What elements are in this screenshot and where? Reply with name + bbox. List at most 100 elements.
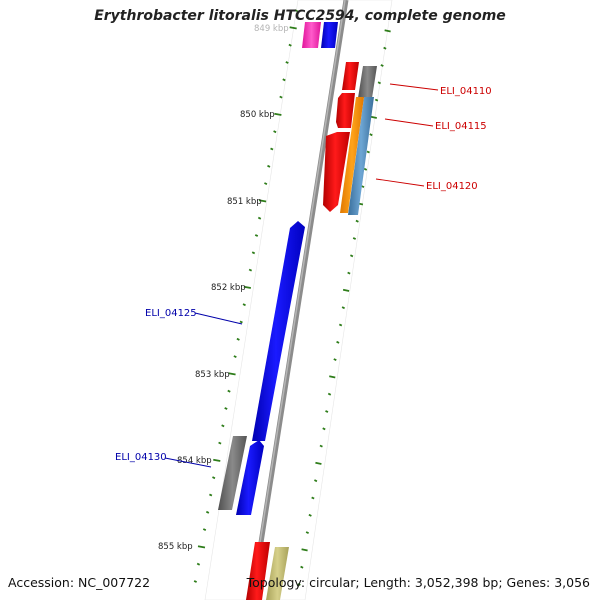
major-tick-right	[370, 115, 377, 119]
minor-tick-left	[257, 216, 262, 220]
tick-label-849: 849 kbp	[254, 24, 289, 34]
minor-tick-left	[248, 268, 253, 272]
gene-eli-04125-blue	[252, 221, 305, 441]
minor-tick-right	[352, 237, 357, 240]
leader-eli-04120	[375, 178, 425, 187]
accession-text: Accession: NC_007722	[8, 575, 151, 590]
steelblue-feature	[348, 97, 374, 215]
minor-tick-right	[341, 306, 345, 310]
gray-feature-04130	[218, 436, 247, 510]
orange-feature	[340, 97, 364, 213]
tick-label-853: 853 kbp	[195, 370, 230, 380]
minor-tick-left	[282, 78, 286, 82]
leader-eli-04125	[194, 312, 243, 325]
minor-tick-left	[279, 95, 283, 99]
minor-tick-left	[227, 389, 231, 393]
tick-label-855: 855 kbp	[158, 542, 193, 552]
minor-tick-left	[205, 510, 210, 514]
major-tick-left	[258, 199, 267, 203]
minor-tick-right	[350, 254, 354, 258]
minor-tick-left	[202, 528, 207, 532]
major-tick-right	[342, 288, 350, 292]
minor-tick-right	[333, 358, 337, 362]
tick-label-854: 854 kbp	[177, 456, 212, 466]
minor-tick-right	[380, 64, 384, 67]
major-tick-left	[228, 372, 236, 376]
major-tick-left	[289, 26, 297, 30]
minor-tick-right	[322, 427, 326, 431]
minor-tick-left	[251, 251, 256, 255]
minor-tick-left	[218, 441, 222, 445]
minor-tick-right	[314, 479, 318, 483]
minor-tick-right	[319, 444, 323, 448]
minor-tick-left	[233, 355, 237, 359]
pink-feature	[302, 22, 321, 48]
minor-tick-left	[254, 234, 259, 237]
major-tick-left	[243, 285, 251, 289]
tick-label-850: 850 kbp	[240, 110, 275, 120]
minor-tick-left	[288, 43, 292, 47]
minor-tick-left	[193, 580, 198, 583]
minor-tick-right	[325, 410, 329, 413]
tick-label-851: 851 kbp	[227, 197, 262, 207]
minor-tick-right	[363, 167, 368, 171]
minor-tick-left	[242, 303, 246, 307]
gene-eli-04130-blue	[236, 440, 264, 515]
major-tick-left	[197, 545, 206, 549]
gene-eli-04120-red	[323, 132, 350, 212]
genome-title: Erythrobacter litoralis HTCC2594, comple…	[94, 8, 506, 24]
khaki-feature	[266, 547, 289, 600]
gene-label-eli-04110: ELI_04110	[440, 86, 492, 97]
minor-tick-right	[305, 531, 309, 535]
minor-tick-left	[294, 9, 298, 13]
minor-tick-left	[273, 130, 277, 134]
major-tick-right	[329, 375, 336, 379]
minor-tick-right	[327, 392, 332, 396]
minor-tick-right	[355, 219, 359, 223]
minor-tick-left	[196, 562, 201, 566]
minor-tick-left	[224, 407, 228, 410]
minor-tick-right	[388, 12, 393, 16]
major-tick-right	[301, 548, 308, 552]
minor-tick-left	[270, 147, 274, 151]
minor-tick-right	[377, 81, 381, 85]
gene-label-eli-04125: ELI_04125	[145, 308, 197, 319]
minor-tick-right	[347, 271, 351, 275]
leader-eli-04110	[389, 83, 439, 91]
gene-eli-04110-red	[342, 62, 359, 90]
genome-summary-text: Topology: circular; Length: 3,052,398 bp…	[246, 575, 590, 590]
genome-backbone	[249, 0, 349, 600]
minor-tick-left	[267, 164, 271, 168]
minor-tick-left	[285, 61, 289, 64]
minor-tick-left	[239, 320, 243, 324]
minor-tick-left	[209, 493, 213, 497]
leader-eli-04115	[384, 118, 434, 127]
major-tick-right	[384, 29, 391, 33]
minor-tick-right	[308, 513, 312, 517]
minor-tick-right	[374, 98, 379, 102]
blue-feature-top	[321, 22, 338, 48]
minor-tick-right	[297, 583, 301, 586]
gene-label-eli-04120: ELI_04120	[426, 181, 478, 192]
major-tick-left	[213, 458, 221, 462]
minor-tick-right	[300, 565, 304, 569]
gene-label-eli-04115: ELI_04115	[435, 121, 487, 132]
minor-tick-left	[221, 424, 225, 428]
gray-feature-04110	[358, 66, 377, 98]
gene-label-eli-04130: ELI_04130	[115, 452, 167, 463]
minor-tick-right	[311, 496, 315, 500]
gene-red-bottom	[246, 542, 270, 600]
minor-tick-right	[366, 150, 370, 154]
minor-tick-right	[369, 133, 373, 137]
major-tick-left	[274, 112, 282, 116]
minor-tick-right	[383, 46, 387, 50]
tick-marks-right	[297, 12, 393, 586]
tick-label-852: 852 kbp	[211, 283, 246, 293]
minor-tick-left	[212, 476, 216, 480]
minor-tick-right	[338, 323, 343, 327]
genome-backbone-highlight	[250, 0, 346, 600]
minor-tick-left	[264, 182, 268, 186]
major-tick-right	[315, 461, 322, 465]
leader-eli-04130	[164, 457, 212, 468]
